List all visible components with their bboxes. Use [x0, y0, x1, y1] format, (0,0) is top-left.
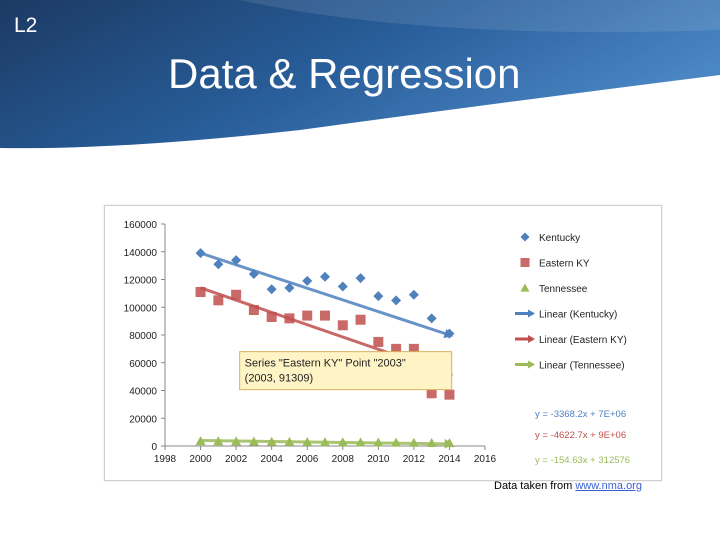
legend-label: Eastern KY — [539, 259, 590, 270]
data-point — [231, 289, 242, 300]
data-point — [213, 295, 224, 306]
data-point — [302, 275, 313, 286]
slide-tag: L2 — [14, 14, 38, 37]
legend-label: Linear (Kentucky) — [539, 310, 617, 321]
data-point — [320, 271, 330, 282]
data-point — [391, 437, 402, 447]
legend-label: Linear (Eastern KY) — [539, 335, 627, 346]
x-tick-label: 1998 — [154, 454, 177, 465]
data-point — [426, 437, 437, 447]
data-point — [355, 273, 366, 284]
y-tick-label: 0 — [151, 442, 157, 453]
data-point — [195, 248, 206, 259]
data-point — [337, 437, 348, 447]
data-point — [373, 336, 384, 347]
data-point — [337, 281, 348, 292]
data-point — [302, 436, 313, 446]
data-point — [355, 314, 366, 325]
data-point — [284, 436, 295, 446]
data-point — [444, 389, 455, 400]
legend-label: Linear (Tennessee) — [539, 361, 625, 372]
y-tick-label: 120000 — [124, 276, 158, 287]
data-point — [195, 436, 206, 446]
credit-link[interactable]: www.nma.org — [575, 480, 642, 492]
legend-line-arrow — [528, 360, 535, 369]
x-tick-label: 2000 — [189, 454, 212, 465]
data-point — [284, 313, 295, 324]
data-point — [248, 436, 259, 446]
data-point — [426, 313, 437, 324]
data-point — [266, 311, 277, 322]
trendline-equation: y = -3368.2x + 7E+06 — [535, 409, 626, 420]
data-point — [337, 320, 348, 331]
data-point — [248, 305, 259, 316]
data-point — [266, 436, 277, 446]
legend-marker — [520, 258, 530, 267]
y-tick-label: 80000 — [129, 331, 157, 342]
data-point — [408, 343, 419, 354]
data-credit: Data taken from www.nma.org — [494, 480, 642, 492]
trendline — [200, 251, 450, 337]
tooltip-line-1: Series "Eastern KY" Point "2003" — [245, 358, 406, 370]
x-tick-label: 2016 — [474, 454, 497, 465]
x-tick-label: 2010 — [367, 454, 390, 465]
tooltip-line-2: (2003, 91309) — [245, 373, 314, 385]
y-tick-label: 40000 — [129, 387, 157, 398]
data-point — [320, 310, 330, 321]
data-point — [213, 436, 224, 446]
data-point — [248, 268, 259, 279]
trendline-equation: y = -4622.7x + 9E+06 — [535, 430, 626, 441]
y-tick-label: 140000 — [124, 248, 158, 259]
data-point — [426, 388, 437, 399]
x-tick-label: 2012 — [403, 454, 426, 465]
x-tick-label: 2004 — [261, 454, 284, 465]
legend-marker — [520, 283, 530, 292]
slide-title: Data & Regression — [168, 50, 521, 97]
legend-marker — [520, 232, 530, 242]
x-tick-label: 2002 — [225, 454, 248, 465]
data-point — [266, 284, 277, 295]
data-point — [391, 295, 402, 306]
y-tick-label: 160000 — [124, 220, 158, 231]
data-point — [302, 310, 313, 321]
x-tick-label: 2008 — [332, 454, 355, 465]
data-point — [355, 437, 366, 447]
data-point — [408, 437, 419, 447]
y-tick-label: 100000 — [124, 303, 158, 314]
legend-line-arrow — [528, 335, 535, 343]
y-tick-label: 20000 — [129, 414, 157, 425]
legend-label: Kentucky — [539, 233, 580, 244]
data-point — [408, 289, 419, 300]
header-background — [0, 0, 720, 149]
tooltip-box — [239, 351, 453, 391]
credit-text: Data taken from — [494, 480, 576, 492]
x-tick-label: 2006 — [296, 454, 319, 465]
data-point — [373, 291, 384, 302]
data-point — [231, 436, 242, 446]
legend-label: Tennessee — [539, 284, 588, 295]
y-tick-label: 60000 — [129, 359, 157, 370]
data-point — [320, 437, 330, 447]
data-point — [213, 259, 224, 270]
data-point — [444, 328, 455, 339]
trendline-equation: y = -154.63x + 312576 — [535, 455, 630, 466]
data-point — [231, 255, 242, 266]
data-point — [444, 438, 455, 448]
slide-header: L2 Data & Regression — [0, 0, 720, 150]
legend-line-arrow — [528, 309, 535, 318]
scatter-chart: 0 20000 40000 60000 80000 100000 120000 140000 1… — [124, 220, 630, 466]
data-point — [391, 343, 402, 354]
x-tick-label: 2014 — [438, 454, 461, 465]
chart-frame: 0 20000 40000 60000 80000 100000 120000 140000 1… — [104, 205, 662, 481]
data-point — [373, 437, 384, 447]
data-point — [284, 282, 295, 293]
data-point — [195, 286, 206, 297]
